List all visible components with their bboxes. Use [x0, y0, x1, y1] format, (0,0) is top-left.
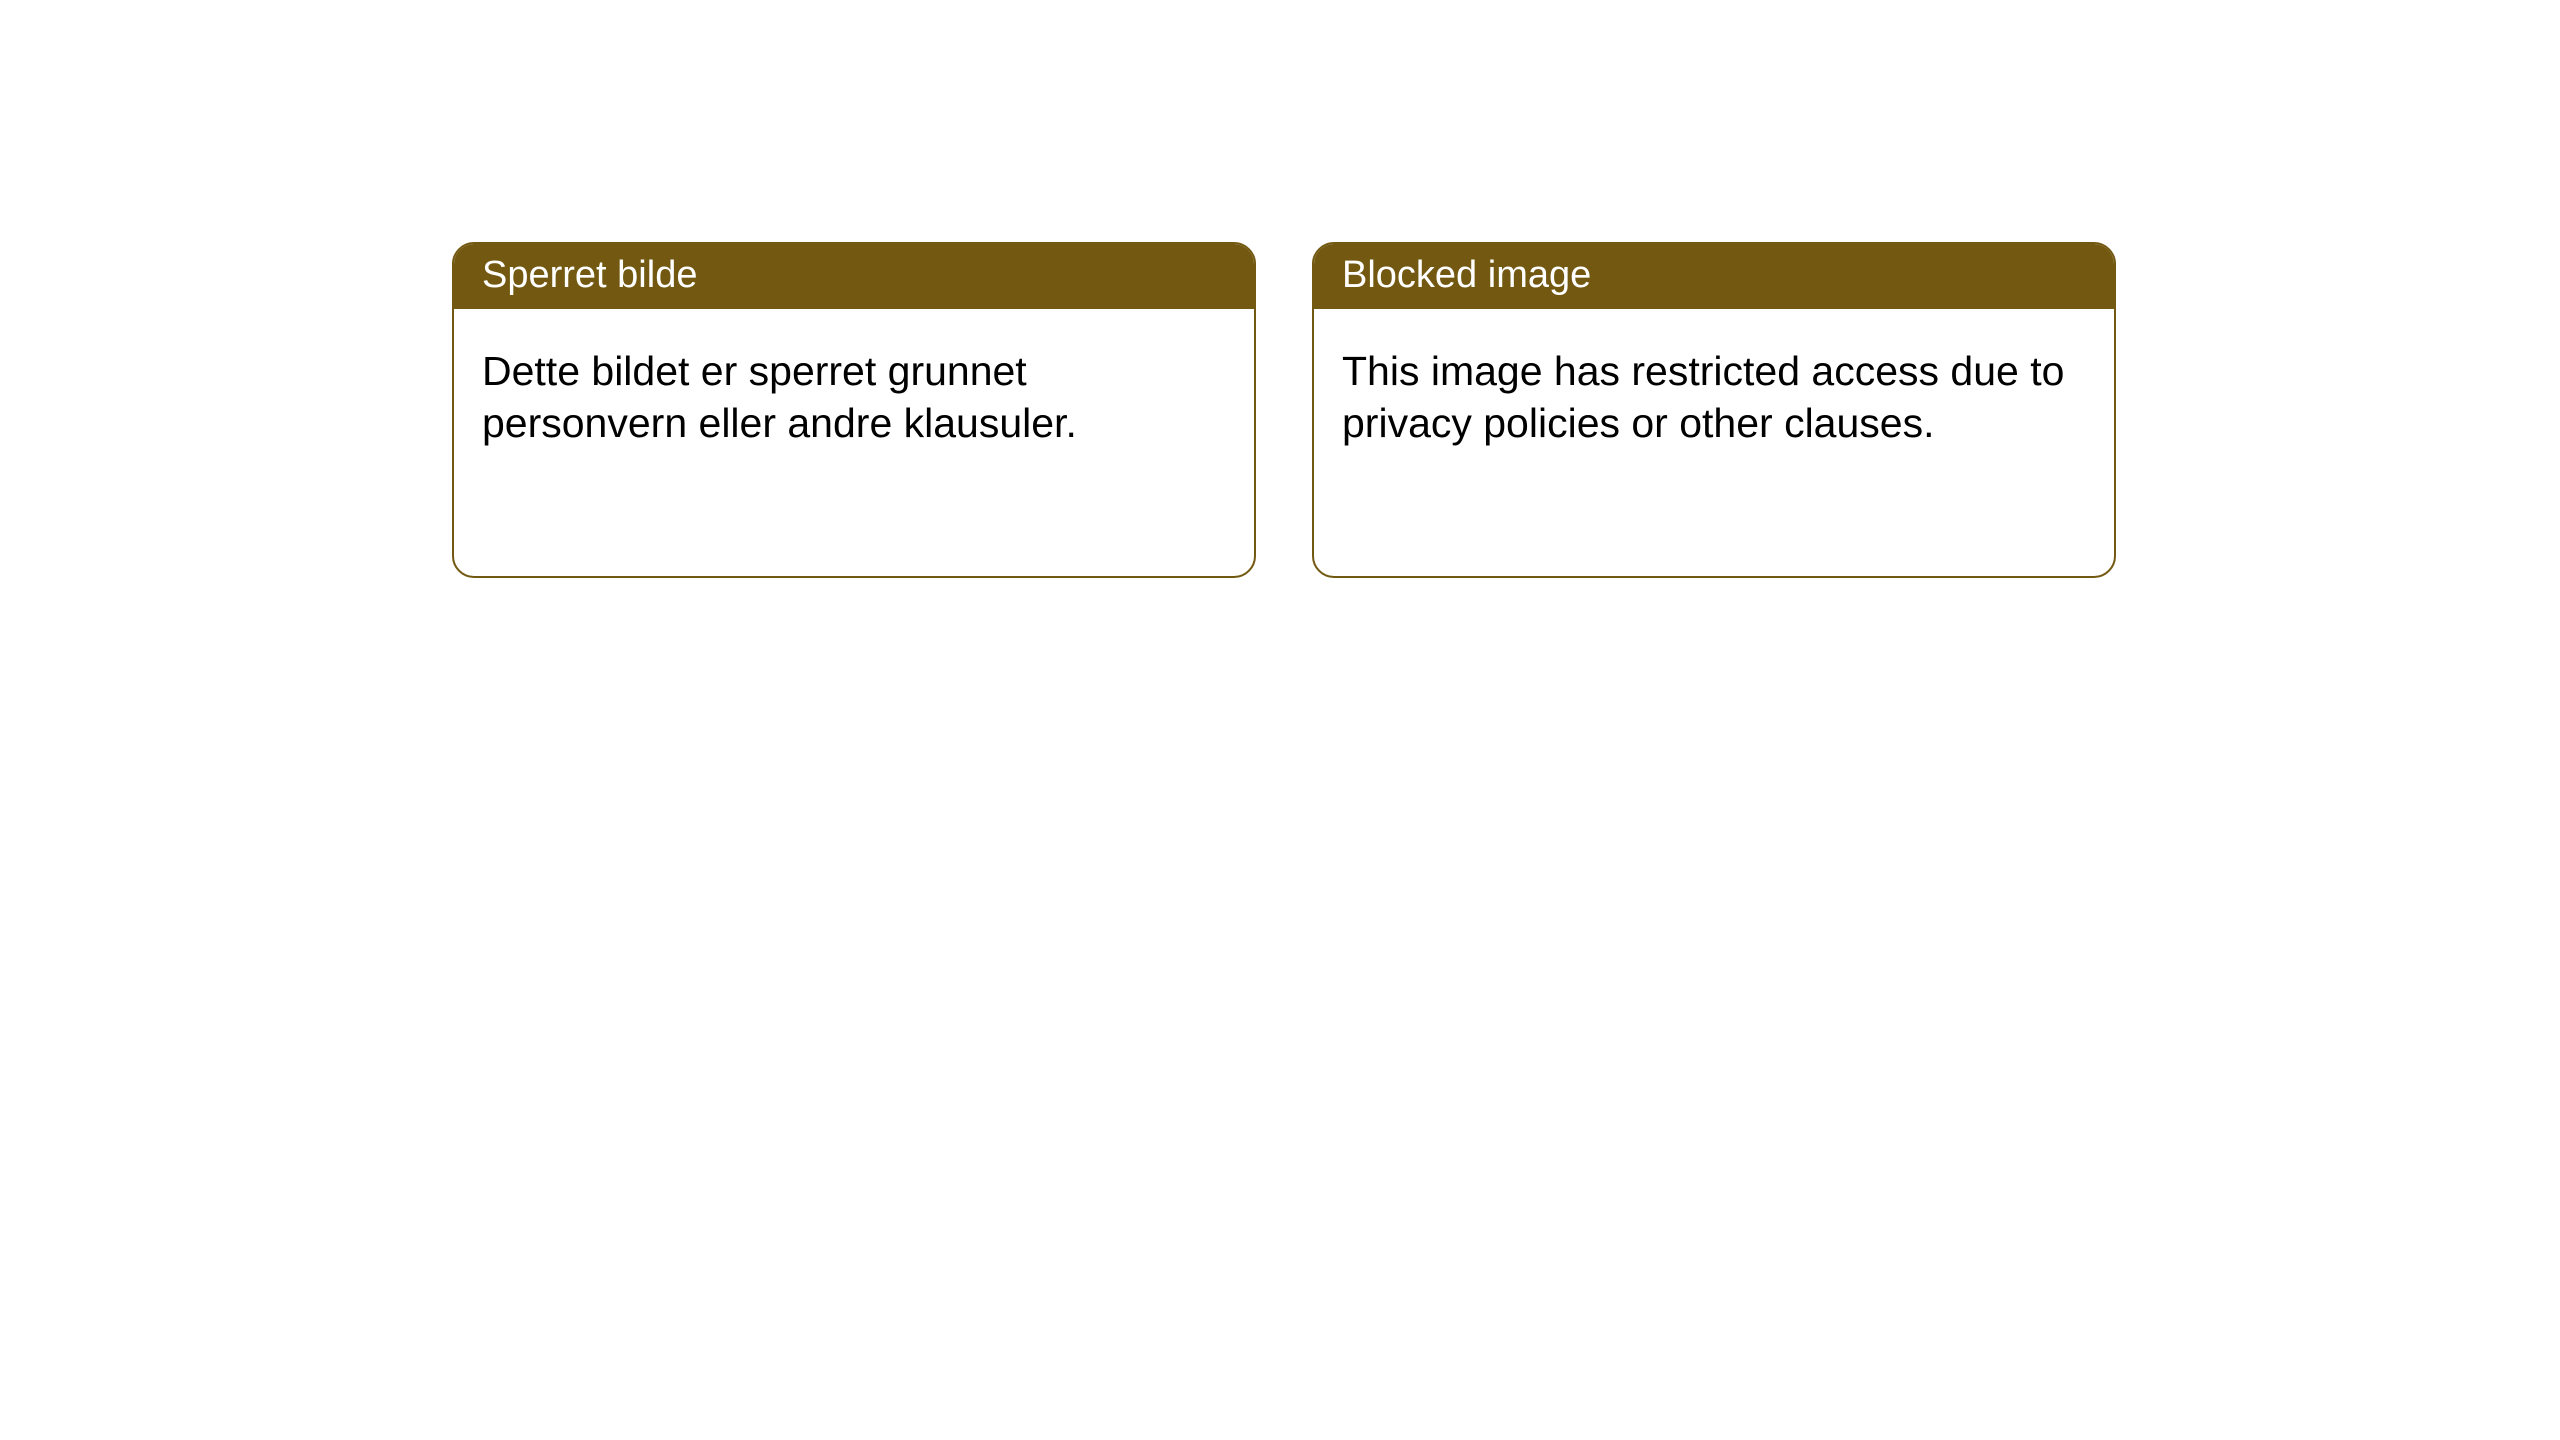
notice-body: This image has restricted access due to …	[1314, 309, 2114, 486]
notice-title: Sperret bilde	[454, 244, 1254, 309]
notice-body: Dette bildet er sperret grunnet personve…	[454, 309, 1254, 486]
notice-card-english: Blocked image This image has restricted …	[1312, 242, 2116, 578]
notice-container: Sperret bilde Dette bildet er sperret gr…	[0, 0, 2560, 578]
notice-card-norwegian: Sperret bilde Dette bildet er sperret gr…	[452, 242, 1256, 578]
notice-title: Blocked image	[1314, 244, 2114, 309]
